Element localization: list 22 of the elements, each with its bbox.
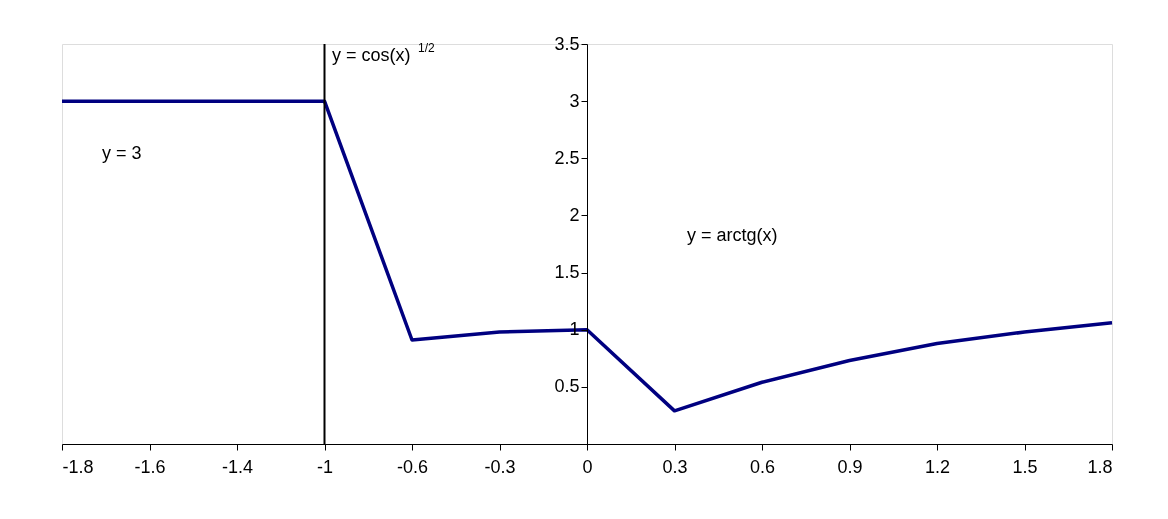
annotation: y = cos(x)1/2 xyxy=(332,41,436,65)
x-tick-label: 1.2 xyxy=(924,456,951,477)
x-tick-label: -1.8 xyxy=(62,456,94,477)
x-tick-label: -0.6 xyxy=(396,456,429,477)
y-tick-label: 2 xyxy=(569,204,580,225)
y-tick-label: 1.5 xyxy=(554,262,580,283)
x-tick-label: -1.4 xyxy=(221,456,254,477)
x-tick-label: -1.6 xyxy=(134,456,166,477)
annotation: y = 3 xyxy=(102,143,142,163)
x-tick-label: 0.6 xyxy=(749,456,776,477)
y-tick-label: 3.5 xyxy=(554,33,580,54)
x-tick-label: 0.3 xyxy=(662,456,688,477)
y-tick-label: 2.5 xyxy=(554,147,580,168)
x-tick-label: 0 xyxy=(582,456,593,477)
x-tick-label: 0.9 xyxy=(837,456,863,477)
x-tick-label: 1.8 xyxy=(1087,456,1113,477)
annotation: y = arctg(x) xyxy=(687,225,778,245)
x-tick-label: -0.3 xyxy=(484,456,516,477)
x-tick-label: 1.5 xyxy=(1012,456,1038,477)
x-tick-label: -1 xyxy=(316,456,334,477)
y-tick-label: 0.5 xyxy=(554,376,580,397)
y-tick-label: 3 xyxy=(569,90,580,111)
